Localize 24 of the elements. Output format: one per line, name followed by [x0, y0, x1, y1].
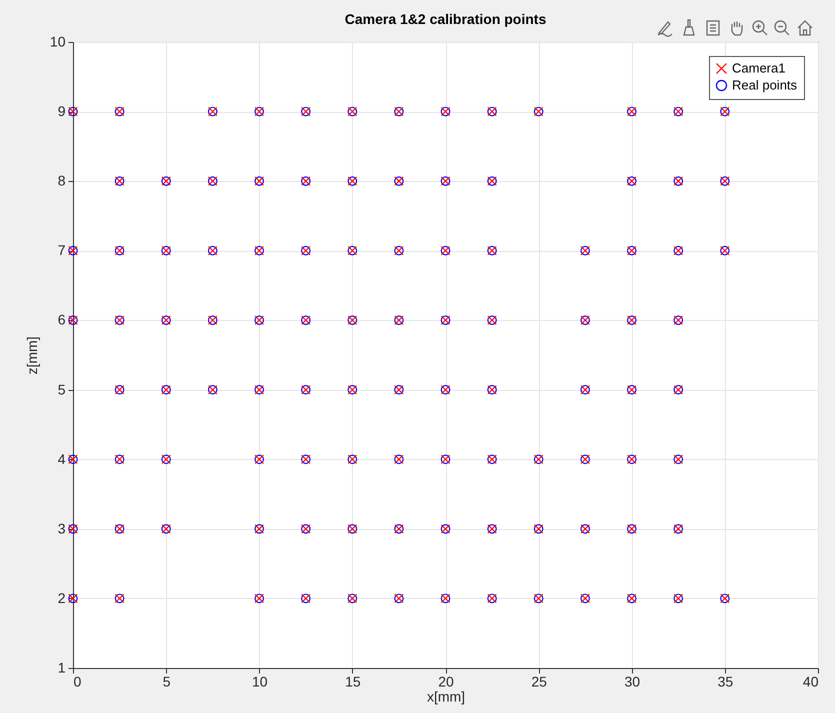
x-tick-label: 30 [624, 674, 640, 690]
y-tick-label: 10 [50, 34, 66, 50]
y-tick-label: 4 [58, 450, 66, 467]
legend-label: Real points [732, 78, 798, 92]
x-tick-label: 35 [718, 674, 734, 690]
x-axis-title: x[mm] [426, 688, 466, 704]
x-tick-label: 40 [802, 674, 819, 690]
x-tick-label: 0 [74, 674, 82, 690]
y-axis-title: z[mm] [24, 336, 40, 375]
x-tick-label: 10 [252, 674, 268, 690]
x-tick-label: 5 [162, 674, 171, 690]
y-tick-label: 8 [58, 172, 66, 189]
y-tick-label: 2 [58, 590, 66, 606]
x-tick-label: 20 [438, 674, 454, 690]
y-tick-label: 3 [58, 520, 66, 536]
y-tick-label: 1 [58, 660, 66, 676]
y-tick-label: 7 [58, 242, 66, 258]
chart-title: Camera 1&2 calibration points [344, 11, 546, 27]
legend-label: Camera1 [732, 60, 786, 76]
x-tick-label: 15 [345, 674, 361, 690]
y-tick-label: 6 [58, 312, 66, 328]
y-tick-label: 5 [58, 381, 66, 398]
x-tick-label: 25 [531, 674, 548, 690]
y-tick-label: 9 [58, 103, 66, 120]
